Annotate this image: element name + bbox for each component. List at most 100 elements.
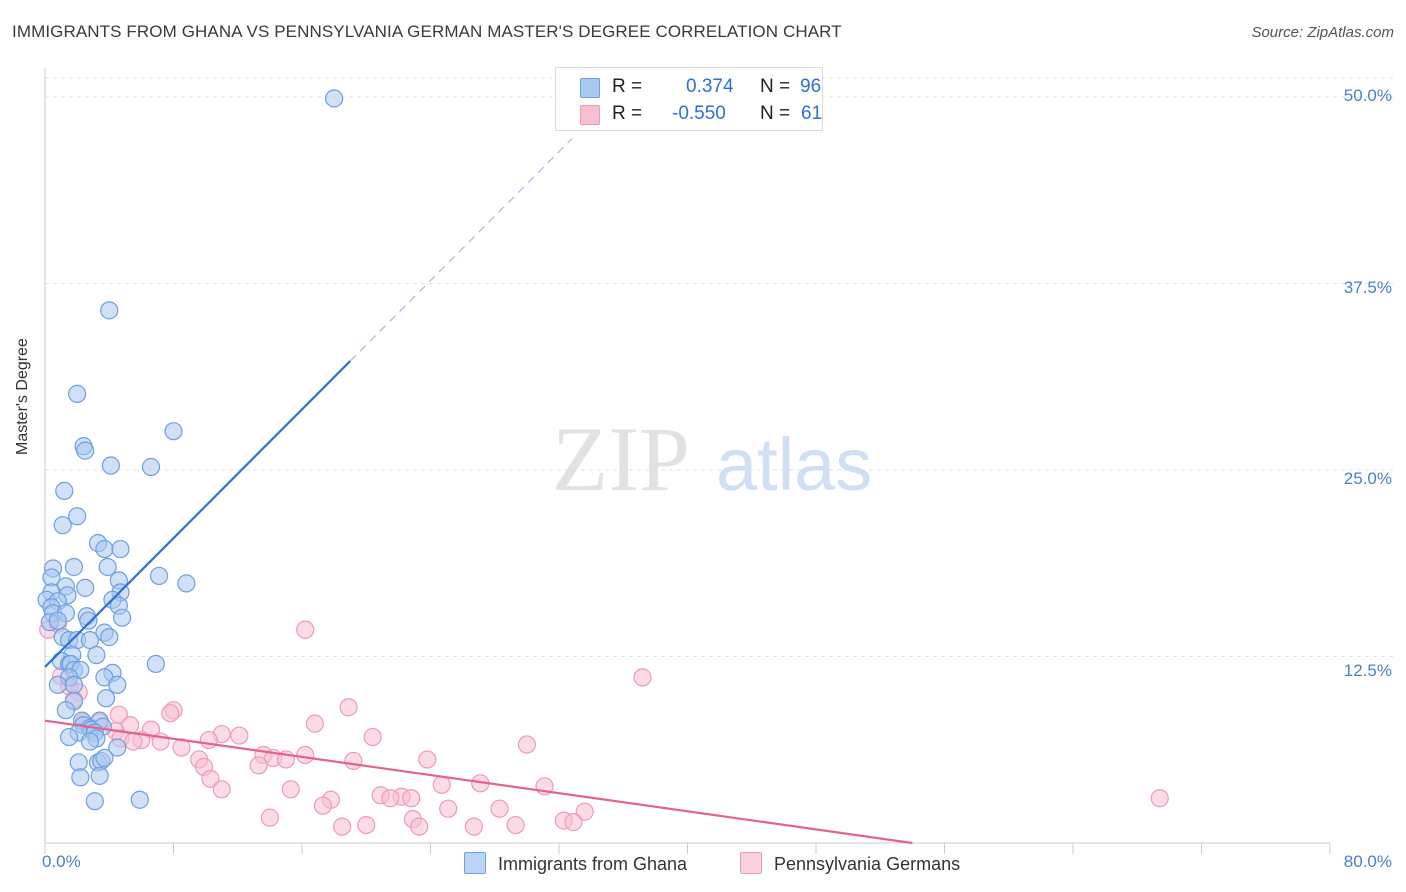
ghana-point xyxy=(76,441,95,460)
ghana-point xyxy=(48,611,67,630)
ghana-point xyxy=(76,578,95,597)
trend-lines xyxy=(44,138,913,845)
legend-swatch-pink xyxy=(580,105,600,125)
ghana-point xyxy=(90,766,109,785)
pa-german-point xyxy=(212,780,231,799)
pa-german-point xyxy=(418,750,437,769)
pa-german-point xyxy=(333,817,352,836)
pa-german-point xyxy=(490,799,509,818)
ghana-trend-line xyxy=(44,360,351,668)
legend-swatch-pink xyxy=(740,852,762,874)
pa-german-point xyxy=(339,698,358,717)
ghana-point xyxy=(96,689,116,708)
ghana-point xyxy=(95,748,114,768)
pa-german-point xyxy=(296,620,315,639)
y-tick-label: 25.0% xyxy=(1343,469,1392,488)
n-value: 96 xyxy=(800,76,822,97)
ghana-point xyxy=(100,628,119,647)
legend-item-ghana: Immigrants from Ghana xyxy=(464,852,687,875)
pa-german-point xyxy=(230,726,249,745)
pa-german-point xyxy=(517,735,536,754)
ghana-point xyxy=(71,768,90,787)
legend-swatch-blue xyxy=(464,852,486,874)
ghana-point xyxy=(95,539,114,559)
chart-title: IMMIGRANTS FROM GHANA VS PENNSYLVANIA GE… xyxy=(12,22,842,41)
pa-german-point xyxy=(249,756,268,775)
ghana-point xyxy=(68,507,87,526)
pa-german-point xyxy=(575,802,594,821)
r-value: 0.374 xyxy=(686,76,734,97)
pa-german-point xyxy=(381,789,400,808)
pa-german-point xyxy=(124,732,143,751)
ghana-point xyxy=(69,753,88,772)
pa-german-point xyxy=(281,780,300,799)
r-label: R = xyxy=(612,76,643,97)
series-immigrants-from-ghana xyxy=(37,89,344,811)
pa-german-point xyxy=(410,817,429,836)
pa-german-point xyxy=(357,815,376,835)
pa-german-point xyxy=(564,813,583,832)
ghana-point xyxy=(164,422,183,441)
r-value: -0.550 xyxy=(672,103,726,124)
ghana-point xyxy=(53,516,72,535)
pa-german-point xyxy=(506,815,525,835)
ghana-point xyxy=(80,732,100,751)
pa-german-point xyxy=(402,789,421,808)
series-pennsylvania-germans xyxy=(39,614,1169,836)
ghana-point xyxy=(101,456,120,475)
ghana-point xyxy=(111,539,130,559)
pa-german-point xyxy=(161,704,180,723)
watermark-atlas: atlas xyxy=(716,423,872,506)
ghana-point xyxy=(87,645,106,665)
y-tick-label: 37.5% xyxy=(1343,278,1392,297)
y-axis-label: Master's Degree xyxy=(14,338,31,455)
pa-german-point xyxy=(464,817,483,836)
pa-german-point xyxy=(633,668,652,687)
y-tick-label: 50.0% xyxy=(1343,86,1392,105)
stats-legend: R = 0.374 N = 96 R = -0.550 N = 61 xyxy=(555,67,823,131)
pa-german-point xyxy=(296,745,315,765)
legend-label: Pennsylvania Germans xyxy=(774,854,961,874)
ghana-point xyxy=(85,792,104,811)
n-label: N = xyxy=(760,76,791,97)
watermark-zip: ZIP xyxy=(552,408,690,510)
ghana-point xyxy=(48,675,67,694)
ghana-point xyxy=(149,566,169,586)
gridlines xyxy=(45,77,1395,657)
pa-german-trend-line xyxy=(44,719,913,845)
n-value: 61 xyxy=(801,103,823,124)
ghana-point xyxy=(130,790,149,809)
ghana-point xyxy=(100,301,119,320)
pa-german-point xyxy=(201,769,220,788)
x-tick-label-min: 0.0% xyxy=(42,852,81,871)
n-label: N = xyxy=(760,103,791,124)
ghana-point xyxy=(56,701,75,720)
legend-label: Immigrants from Ghana xyxy=(498,854,688,874)
pa-german-point xyxy=(439,799,458,818)
ghana-point xyxy=(98,557,117,577)
source-label: Source: ZipAtlas.com xyxy=(1251,24,1394,41)
ghana-trend-extension xyxy=(349,138,573,362)
legend-swatch-blue xyxy=(580,78,600,98)
pa-german-point xyxy=(432,775,451,794)
ghana-point xyxy=(141,457,161,477)
ghana-point xyxy=(177,574,196,593)
ghana-point xyxy=(64,675,84,694)
y-tick-label: 12.5% xyxy=(1343,661,1392,680)
r-label: R = xyxy=(612,103,643,124)
pa-german-point xyxy=(199,730,218,750)
ghana-point xyxy=(64,557,84,577)
pa-german-point xyxy=(313,796,332,815)
ghana-point xyxy=(59,727,79,747)
ghana-point xyxy=(146,654,165,674)
ghana-point xyxy=(55,481,74,500)
ghana-point xyxy=(325,89,344,108)
ghana-point xyxy=(108,675,127,694)
axes xyxy=(44,68,1331,854)
watermark: ZIP atlas xyxy=(552,408,872,510)
pa-german-point xyxy=(260,808,279,827)
ghana-point xyxy=(68,384,87,404)
x-tick-label-max: 80.0% xyxy=(1343,852,1392,871)
pa-german-point xyxy=(1150,789,1169,808)
